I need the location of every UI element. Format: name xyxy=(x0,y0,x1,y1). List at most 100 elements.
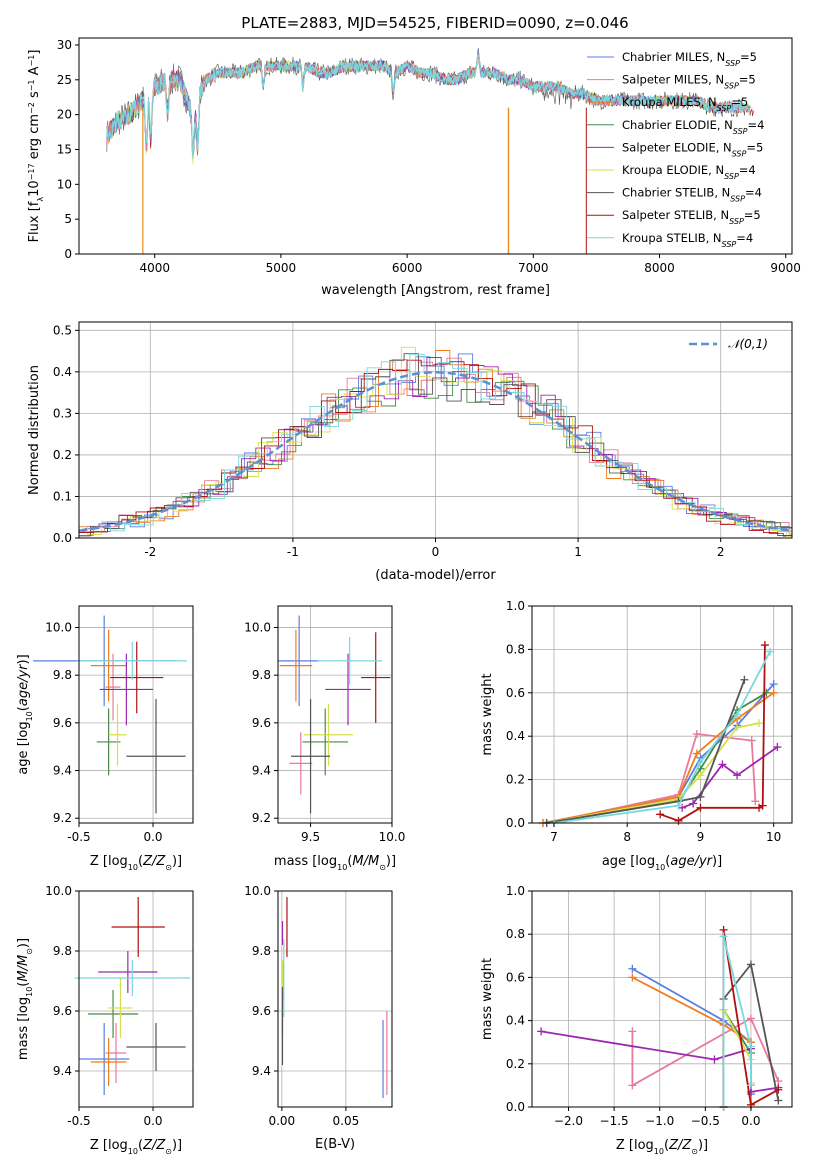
weight-marker-kroupa_miles xyxy=(769,688,778,697)
label-fragment: SSP xyxy=(722,239,737,248)
y-tick-label: 0.5 xyxy=(53,323,72,337)
label-fragment: )] xyxy=(16,938,31,948)
mass_vs_ebv-plot-area xyxy=(281,897,388,1098)
x-tick-label: 7000 xyxy=(518,261,549,275)
label-fragment: Z/Z xyxy=(142,1138,166,1153)
y-tick-label: 0.3 xyxy=(53,406,72,420)
y-axis-label: Normed distribution xyxy=(27,365,42,495)
x-tick-label: 8000 xyxy=(644,261,675,275)
figure-title: PLATE=2883, MJD=54525, FIBERID=0090, z=0… xyxy=(241,14,628,32)
label-fragment: )] xyxy=(386,854,396,869)
x-tick-label: 0.0 xyxy=(143,1114,162,1128)
weight-marker-salpeter_stelib xyxy=(758,801,767,810)
y-tick-label: 0.0 xyxy=(53,531,72,545)
label-fragment: SSP xyxy=(733,126,748,135)
label-fragment: M/M xyxy=(352,854,379,869)
weight-marker-kroupa_elodie xyxy=(696,771,705,780)
y-axis-label: Flux [fλ10−17 erg cm−2 s−1 A−1] xyxy=(27,50,45,243)
weight-marker-kroupa_stelib xyxy=(696,758,705,767)
x-axis-label: (data-model)/error xyxy=(375,568,496,583)
label-fragment: SSP xyxy=(729,217,744,226)
weight-marker-kroupa_stelib xyxy=(674,801,683,810)
y-axis-label: mass weight xyxy=(480,958,495,1040)
y-tick-label: 20 xyxy=(57,108,72,122)
weight-marker-kroupa_miles xyxy=(692,749,701,758)
mass_vs_Z-plot-area xyxy=(74,897,191,1095)
weight-marker-salpeter_miles xyxy=(746,1014,755,1023)
weight-marker-chabrier_stelib xyxy=(746,960,755,969)
y-tick-label: 9.4 xyxy=(53,1064,72,1078)
weight-line-salpeter_stelib xyxy=(659,645,766,822)
label-fragment: Chabrier ELODIE, N xyxy=(622,118,733,132)
x-tick-label: -1 xyxy=(287,545,299,559)
legend-label: Kroupa MILES, NSSP=5 xyxy=(622,95,748,113)
y-tick-label: 0.0 xyxy=(506,1100,525,1114)
weight-marker-kroupa_elodie xyxy=(733,723,742,732)
label-fragment: =5 xyxy=(746,140,763,154)
y-tick-label: 0.2 xyxy=(506,773,525,787)
x-tick-label: −1.5 xyxy=(600,1114,629,1128)
age_vs_mass-frame xyxy=(277,605,393,824)
y-tick-label: 15 xyxy=(57,142,72,156)
label-fragment: −17 xyxy=(27,163,36,180)
weight_vs_Z-frame xyxy=(531,890,793,1108)
label-fragment: mass [log xyxy=(16,997,31,1060)
label-fragment: ( xyxy=(16,706,31,711)
y-tick-label: 0.6 xyxy=(506,686,525,700)
label-fragment: ( xyxy=(664,1138,669,1153)
weight-marker-chabrier_stelib xyxy=(696,792,705,801)
gaussian-reference-curve xyxy=(78,371,793,532)
x-tick-label: 0.0 xyxy=(143,830,162,844)
label-fragment: mass [log xyxy=(274,854,337,869)
weight-marker-chabrier_miles xyxy=(628,964,637,973)
weight-line-chabrier_stelib xyxy=(546,679,746,824)
age_vs_Z-panel: -0.5 0.0 9.2 9.4 9.6 9.8 10.0 xyxy=(33,605,194,844)
weight_vs_age-panel: 7 8 9 10 0.0 0.2 0.4 0.6 0.8 1.0 xyxy=(506,599,793,844)
legend-label: Chabrier MILES, NSSP=5 xyxy=(622,50,757,68)
legend-label: Kroupa STELIB, NSSP=4 xyxy=(622,231,753,249)
y-axis-label: mass [log10(M/M⊙)] xyxy=(16,938,34,1060)
x-tick-label: 0.00 xyxy=(268,1114,295,1128)
y-tick-label: 9.4 xyxy=(53,764,72,778)
x-tick-label: 9.5 xyxy=(301,830,320,844)
x-axis-label: E(B-V) xyxy=(315,1137,355,1152)
label-fragment: −2 xyxy=(27,102,36,114)
histogram-chabrier_elodie xyxy=(81,369,792,533)
age_vs_mass-plot-area xyxy=(278,615,391,814)
label-fragment: ] xyxy=(27,50,42,55)
label-fragment: Z [log xyxy=(90,1138,128,1153)
y-tick-label: 0.4 xyxy=(53,365,72,379)
legend-label: Chabrier ELODIE, NSSP=4 xyxy=(622,118,764,136)
label-fragment: 10 xyxy=(25,987,34,997)
label-fragment: =4 xyxy=(748,118,765,132)
weight-line-kroupa_stelib xyxy=(722,936,752,1107)
x-tick-label: -0.5 xyxy=(67,830,90,844)
x-tick-label: 5000 xyxy=(266,261,297,275)
weight-marker-salpeter_elodie xyxy=(689,799,698,808)
label-fragment: Z/Z xyxy=(668,1138,692,1153)
label-fragment: =5 xyxy=(731,95,748,109)
label-fragment: )] xyxy=(16,654,31,664)
label-fragment: SSP xyxy=(730,194,745,203)
label-fragment: M/M xyxy=(16,955,31,982)
y-tick-label: 0.6 xyxy=(506,970,525,984)
y-tick-label: 0.4 xyxy=(506,729,525,743)
label-fragment: λ xyxy=(36,197,45,202)
label-fragment: Z [log xyxy=(616,1138,654,1153)
label-fragment: Z [log xyxy=(90,854,128,869)
residuals-plot-area xyxy=(78,346,793,537)
x-axis-label: Z [log10(Z/Z⊙)] xyxy=(90,854,182,872)
legend-label: Chabrier STELIB, NSSP=4 xyxy=(622,186,762,204)
y-tick-label: 9.2 xyxy=(252,811,271,825)
label-fragment: Salpeter MILES, N xyxy=(622,73,724,87)
weight-marker-salpeter_miles xyxy=(747,736,756,745)
weight-marker-salpeter_stelib xyxy=(760,641,769,650)
histogram-kroupa_stelib xyxy=(81,353,792,533)
x-axis-label: age [log10(age/yr)] xyxy=(602,854,722,872)
label-fragment: Flux [f xyxy=(27,201,42,242)
label-fragment: Salpeter STELIB, N xyxy=(622,208,729,222)
y-tick-label: 10.0 xyxy=(244,884,271,898)
weight-marker-salpeter_stelib xyxy=(774,1085,783,1094)
label-fragment: age/yr xyxy=(670,854,713,869)
